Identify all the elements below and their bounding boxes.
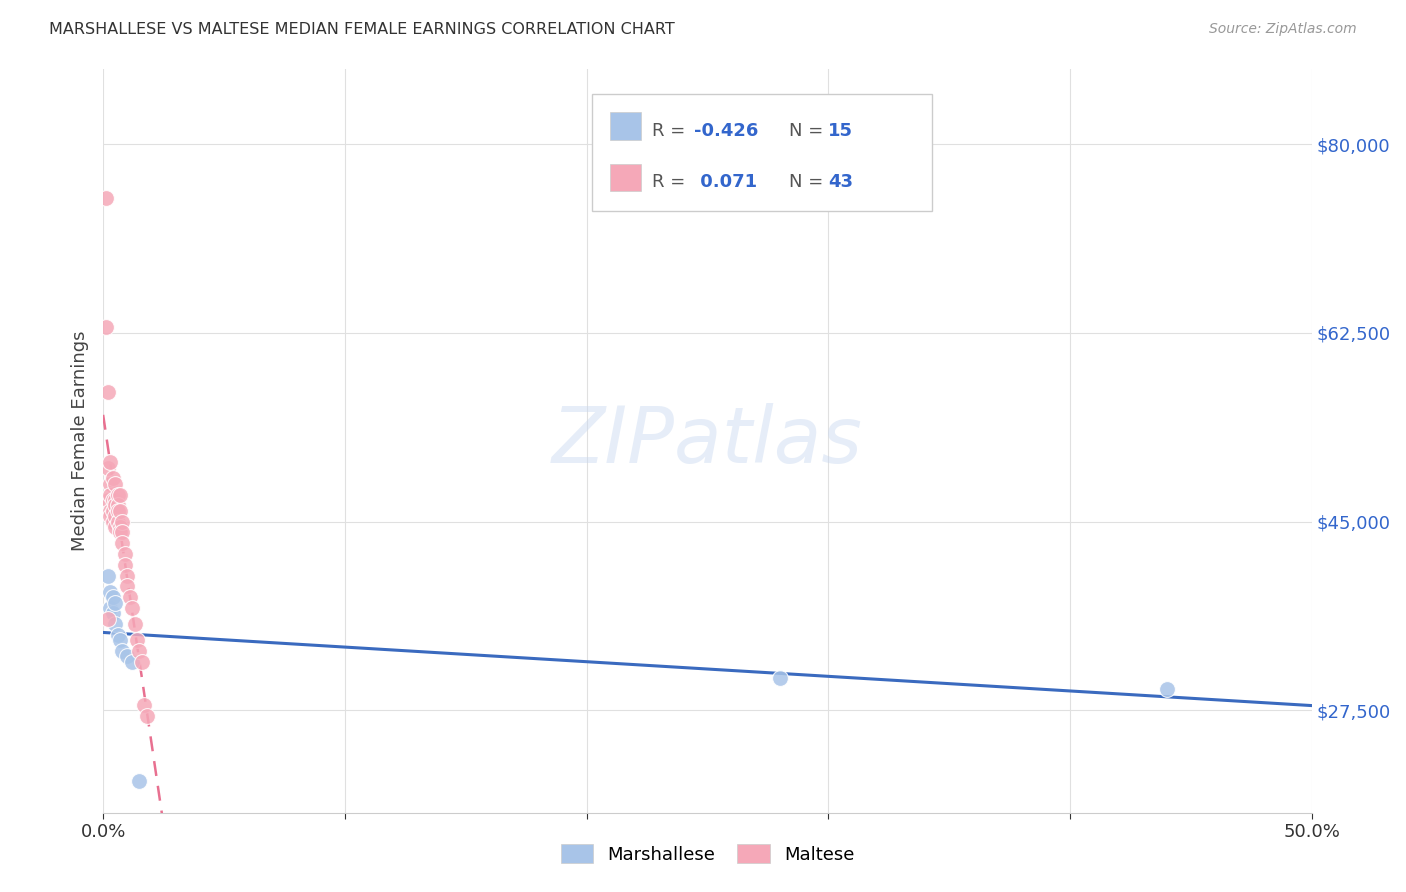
Point	[100, 509, 122, 524]
Point	[107, 488, 129, 502]
Point	[104, 499, 127, 513]
Point	[108, 504, 131, 518]
Point	[108, 488, 131, 502]
Point	[108, 633, 131, 648]
Point	[108, 520, 131, 534]
Point	[135, 708, 157, 723]
Text: MARSHALLESE VS MALTESE MEDIAN FEMALE EARNINGS CORRELATION CHART: MARSHALLESE VS MALTESE MEDIAN FEMALE EAR…	[49, 22, 675, 37]
Legend: Marshallese, Maltese: Marshallese, Maltese	[554, 837, 862, 871]
Point	[111, 644, 134, 658]
Point	[117, 579, 139, 593]
Point	[128, 644, 150, 658]
Point	[101, 590, 124, 604]
Text: R =: R =	[652, 173, 692, 192]
Point	[100, 455, 122, 469]
Point	[131, 655, 153, 669]
Point	[97, 493, 120, 508]
Point	[111, 515, 134, 529]
Point	[101, 607, 124, 621]
Point	[94, 320, 117, 334]
Text: 43: 43	[828, 173, 853, 192]
Point	[121, 655, 143, 669]
Text: 15: 15	[828, 121, 853, 140]
Text: ZIPatlas: ZIPatlas	[553, 402, 863, 479]
Point	[97, 385, 120, 400]
Text: N =: N =	[789, 173, 828, 192]
Text: R =: R =	[652, 121, 692, 140]
Y-axis label: Median Female Earnings: Median Female Earnings	[72, 330, 89, 551]
Point	[121, 601, 143, 615]
Text: -0.426: -0.426	[695, 121, 759, 140]
Point	[100, 476, 122, 491]
Point	[104, 509, 127, 524]
Point	[769, 671, 792, 685]
Point	[104, 520, 127, 534]
Point	[114, 547, 136, 561]
Point	[107, 499, 129, 513]
Point	[107, 504, 129, 518]
Point	[101, 493, 124, 508]
Point	[125, 633, 148, 648]
Point	[104, 617, 127, 632]
Point	[124, 617, 146, 632]
Point	[104, 493, 127, 508]
Point	[94, 191, 117, 205]
Text: Source: ZipAtlas.com: Source: ZipAtlas.com	[1209, 22, 1357, 37]
Point	[101, 515, 124, 529]
Point	[117, 649, 139, 664]
Point	[100, 601, 122, 615]
Text: N =: N =	[789, 121, 828, 140]
Point	[101, 504, 124, 518]
Point	[1156, 681, 1178, 696]
Point	[128, 773, 150, 788]
Point	[134, 698, 156, 712]
Text: 0.071: 0.071	[695, 173, 758, 192]
Point	[104, 595, 127, 609]
Point	[104, 476, 127, 491]
Point	[118, 590, 141, 604]
Point	[114, 558, 136, 572]
Point	[108, 525, 131, 540]
Point	[107, 628, 129, 642]
Point	[97, 460, 120, 475]
Point	[107, 515, 129, 529]
Point	[111, 536, 134, 550]
Point	[111, 525, 134, 540]
Point	[97, 612, 120, 626]
Point	[117, 568, 139, 582]
Point	[100, 488, 122, 502]
Point	[100, 584, 122, 599]
Point	[97, 568, 120, 582]
Point	[100, 504, 122, 518]
Point	[101, 471, 124, 485]
